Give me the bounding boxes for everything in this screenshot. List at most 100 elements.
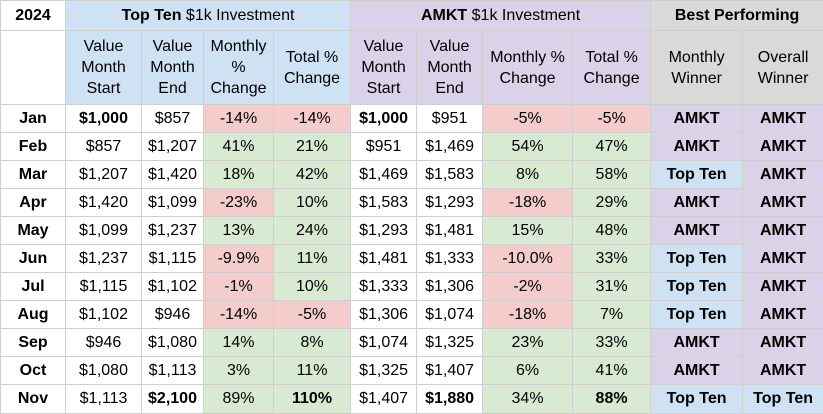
am-end-cell: $1,481 [416, 216, 484, 245]
am-monthly-change-cell: -5% [482, 104, 574, 133]
am-start-cell: $1,407 [350, 384, 418, 414]
am-start-cell: $1,074 [350, 328, 418, 357]
tt-total-change-cell: 24% [272, 216, 352, 245]
tt-total-change-cell: 11% [272, 356, 352, 385]
am-monthly-change-cell: 6% [482, 356, 574, 385]
tt-end-cell: $857 [141, 104, 204, 133]
tt-end-cell: $1,420 [141, 160, 204, 189]
tt-monthly-change-cell: -9.9% [203, 244, 274, 273]
am-end-header: Value Month End [416, 30, 484, 105]
column-header-row: Value Month Start Value Month End Monthl… [0, 30, 823, 105]
tt-end-header: Value Month End [141, 30, 204, 105]
overall-winner-cell: AMKT [742, 216, 823, 245]
tt-start-cell: $1,115 [65, 272, 142, 301]
am-end-cell: $1,880 [416, 384, 484, 414]
am-monthly-change-cell: -18% [482, 188, 574, 217]
am-monthly-change-cell: -18% [482, 300, 574, 329]
month-cell: Mar [0, 160, 66, 189]
tt-monthly-change-cell: 89% [203, 384, 274, 414]
am-start-cell: $951 [350, 132, 418, 161]
month-cell: Feb [0, 132, 66, 161]
am-monthly-change-cell: 15% [482, 216, 574, 245]
am-total-change-cell: 48% [572, 216, 652, 245]
amkt-group-name: AMKT [420, 6, 468, 24]
monthly-winner-cell: AMKT [650, 132, 744, 161]
month-cell: Jan [0, 104, 66, 133]
tt-end-cell: $2,100 [141, 384, 204, 414]
tt-start-cell: $1,113 [65, 384, 142, 414]
monthly-winner-cell: Top Ten [650, 300, 744, 329]
tt-end-cell: $946 [141, 300, 204, 329]
tt-monthly-change-cell: -1% [203, 272, 274, 301]
am-end-cell: $1,306 [416, 272, 484, 301]
am-end-cell: $1,469 [416, 132, 484, 161]
am-total-change-header: Total % Change [572, 30, 652, 105]
tt-total-change-cell: 11% [272, 244, 352, 273]
am-total-change-cell: 29% [572, 188, 652, 217]
tt-total-change-header: Total % Change [272, 30, 352, 105]
tt-end-cell: $1,113 [141, 356, 204, 385]
overall-winner-cell: AMKT [742, 272, 823, 301]
overall-winner-cell: AMKT [742, 328, 823, 357]
am-monthly-change-header: Monthly % Change [482, 30, 574, 105]
monthly-winner-cell: AMKT [650, 356, 744, 385]
am-total-change-cell: 47% [572, 132, 652, 161]
tt-total-change-cell: 10% [272, 188, 352, 217]
tt-start-cell: $1,099 [65, 216, 142, 245]
year-cell: 2024 [0, 0, 66, 31]
am-total-change-cell: 31% [572, 272, 652, 301]
topten-group-suffix: $1k Investment [181, 6, 295, 24]
amkt-group-suffix: $1k Investment [467, 6, 581, 24]
month-cell: Apr [0, 188, 66, 217]
month-cell: Nov [0, 384, 66, 414]
month-cell: Aug [0, 300, 66, 329]
tt-total-change-cell: -14% [272, 104, 352, 133]
tt-start-cell: $1,420 [65, 188, 142, 217]
table-row: Oct $1,080 $1,113 3% 11% $1,325 $1,407 6% 41% AMK… [0, 356, 823, 385]
overall-winner-cell: AMKT [742, 132, 823, 161]
monthly-winner-cell: AMKT [650, 328, 744, 357]
am-monthly-change-cell: -10.0% [482, 244, 574, 273]
am-start-cell: $1,469 [350, 160, 418, 189]
tt-total-change-cell: 110% [272, 384, 352, 414]
table-row: Nov $1,113 $2,100 89% 110% $1,407 $1,880 34% 88%… [0, 384, 823, 414]
tt-start-cell: $1,237 [65, 244, 142, 273]
table-row: May $1,099 $1,237 13% 24% $1,293 $1,481 15% 48% A… [0, 216, 823, 245]
overall-winner-cell: AMKT [742, 356, 823, 385]
am-monthly-change-cell: -2% [482, 272, 574, 301]
topten-group-name: Top Ten [121, 6, 182, 24]
tt-monthly-change-cell: 3% [203, 356, 274, 385]
tt-monthly-change-cell: -14% [203, 104, 274, 133]
tt-monthly-change-cell: 13% [203, 216, 274, 245]
month-cell: Sep [0, 328, 66, 357]
tt-end-cell: $1,099 [141, 188, 204, 217]
tt-end-cell: $1,115 [141, 244, 204, 273]
tt-start-header: Value Month Start [65, 30, 142, 105]
month-header [0, 30, 66, 105]
am-total-change-cell: 7% [572, 300, 652, 329]
tt-end-cell: $1,102 [141, 272, 204, 301]
topten-group-header: Top Ten $1k Investment [64, 0, 352, 31]
am-start-cell: $1,000 [350, 104, 418, 133]
am-total-change-cell: -5% [572, 104, 652, 133]
am-start-cell: $1,306 [350, 300, 418, 329]
overall-winner-cell: AMKT [742, 104, 823, 133]
monthly-winner-cell: Top Ten [650, 384, 744, 414]
tt-start-cell: $1,102 [65, 300, 142, 329]
group-header-row: 2024 Top Ten $1k Investment AMKT $1k Inv… [0, 0, 823, 31]
tt-total-change-cell: -5% [272, 300, 352, 329]
am-monthly-change-cell: 54% [482, 132, 574, 161]
table-row: Mar $1,207 $1,420 18% 42% $1,469 $1,583 8% 58% To… [0, 160, 823, 189]
tt-monthly-change-cell: 18% [203, 160, 274, 189]
month-cell: Oct [0, 356, 66, 385]
tt-total-change-cell: 21% [272, 132, 352, 161]
table-row: Jun $1,237 $1,115 -9.9% 11% $1,481 $1,333 -10.0… [0, 244, 823, 273]
overall-winner-cell: Top Ten [742, 384, 823, 414]
monthly-winner-cell: Top Ten [650, 160, 744, 189]
am-end-cell: $1,407 [416, 356, 484, 385]
tt-end-cell: $1,237 [141, 216, 204, 245]
am-total-change-cell: 58% [572, 160, 652, 189]
tt-start-cell: $1,000 [65, 104, 142, 133]
am-monthly-change-cell: 23% [482, 328, 574, 357]
am-start-cell: $1,583 [350, 188, 418, 217]
